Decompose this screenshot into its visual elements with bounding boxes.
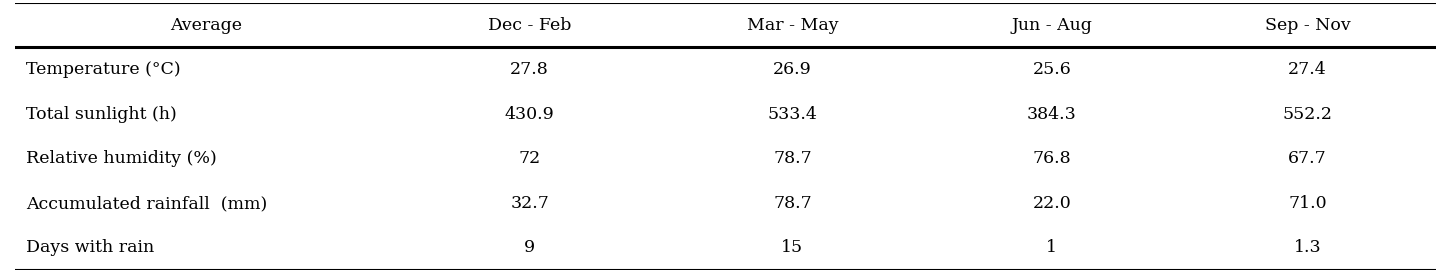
Text: Total sunlight (h): Total sunlight (h) (26, 106, 177, 123)
Text: 9: 9 (523, 239, 535, 256)
Text: Days with rain: Days with rain (26, 239, 154, 256)
Text: 22.0: 22.0 (1032, 195, 1072, 212)
Text: 1.3: 1.3 (1293, 239, 1321, 256)
Text: Sep - Nov: Sep - Nov (1264, 17, 1350, 34)
Text: Average: Average (170, 17, 242, 34)
Text: Jun - Aug: Jun - Aug (1012, 17, 1092, 34)
Text: 552.2: 552.2 (1283, 106, 1333, 123)
Text: 78.7: 78.7 (773, 195, 812, 212)
Text: 27.8: 27.8 (510, 61, 550, 78)
Text: 430.9: 430.9 (505, 106, 554, 123)
Text: 25.6: 25.6 (1032, 61, 1072, 78)
Text: 72: 72 (519, 150, 541, 167)
Text: 78.7: 78.7 (773, 150, 812, 167)
Text: 26.9: 26.9 (773, 61, 812, 78)
Text: 1: 1 (1047, 239, 1057, 256)
Text: 67.7: 67.7 (1288, 150, 1327, 167)
Text: 27.4: 27.4 (1288, 61, 1327, 78)
Text: Mar - May: Mar - May (747, 17, 838, 34)
Text: 384.3: 384.3 (1027, 106, 1077, 123)
Text: Dec - Feb: Dec - Feb (487, 17, 571, 34)
Text: Relative humidity (%): Relative humidity (%) (26, 150, 216, 167)
Text: 533.4: 533.4 (767, 106, 818, 123)
Text: Temperature (°C): Temperature (°C) (26, 61, 180, 78)
Text: 71.0: 71.0 (1288, 195, 1327, 212)
Text: 15: 15 (782, 239, 803, 256)
Text: 76.8: 76.8 (1032, 150, 1072, 167)
Text: 32.7: 32.7 (510, 195, 550, 212)
Text: Accumulated rainfall  (mm): Accumulated rainfall (mm) (26, 195, 267, 212)
